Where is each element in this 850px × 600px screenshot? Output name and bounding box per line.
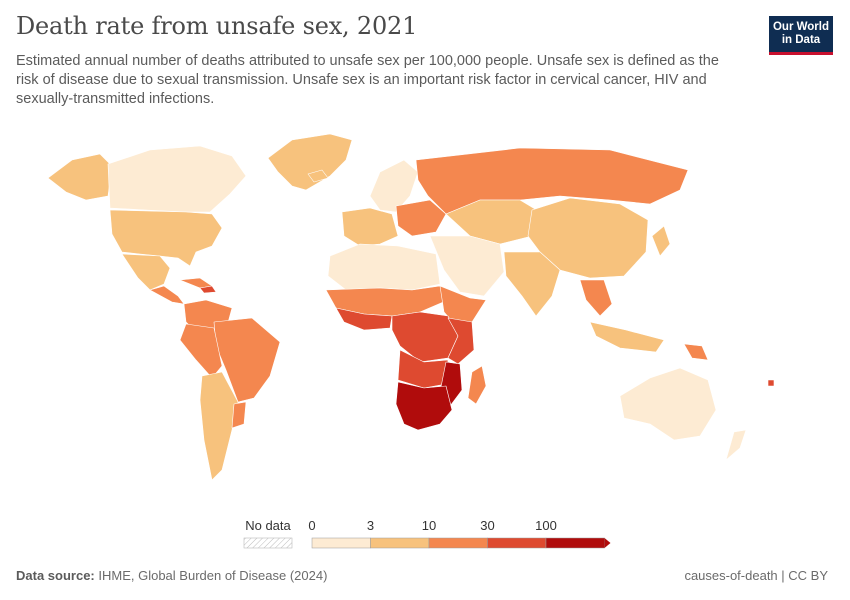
region-new-zealand[interactable]	[725, 429, 747, 461]
region-north-africa[interactable]	[327, 243, 441, 291]
region-iceland[interactable]	[307, 169, 329, 183]
region-south-asia[interactable]	[503, 251, 561, 317]
region-png[interactable]	[683, 343, 709, 361]
source-text: IHME, Global Burden of Disease (2024)	[98, 568, 328, 583]
footer: Data source: IHME, Global Burden of Dise…	[16, 568, 828, 583]
logo-line-2: in Data	[781, 34, 821, 46]
logo-line-1: Our World	[772, 21, 829, 33]
region-alaska[interactable]	[47, 153, 113, 201]
legend-tick-2: 10	[422, 518, 436, 533]
region-canada[interactable]	[107, 145, 247, 213]
license-link[interactable]: causes-of-death | CC BY	[684, 568, 828, 583]
region-pacific-island[interactable]	[767, 379, 775, 387]
region-russia[interactable]	[415, 147, 689, 215]
legend-tick-4: 100	[535, 518, 557, 533]
legend-bin-2[interactable]	[428, 537, 488, 549]
region-australia[interactable]	[619, 367, 717, 441]
region-southeast-asia[interactable]	[579, 279, 613, 317]
color-legend: No data 0 3 10 30 100	[243, 518, 611, 549]
region-western-europe[interactable]	[341, 207, 399, 247]
region-southern-africa[interactable]	[395, 381, 453, 431]
region-argentina-chile[interactable]	[199, 371, 239, 481]
region-japan[interactable]	[651, 225, 671, 257]
region-china[interactable]	[527, 197, 649, 279]
region-indonesia[interactable]	[589, 321, 665, 353]
source-label: Data source:	[16, 568, 95, 583]
region-eastern-europe[interactable]	[395, 199, 447, 237]
region-middle-east[interactable]	[429, 235, 505, 297]
legend-bin-4[interactable]	[545, 537, 605, 549]
region-central-america[interactable]	[149, 285, 185, 305]
legend-arrow	[604, 538, 611, 548]
legend-bin-0[interactable]	[311, 537, 371, 549]
region-usa[interactable]	[109, 209, 223, 267]
region-west-africa-coast[interactable]	[335, 307, 393, 331]
world-map[interactable]	[0, 120, 850, 500]
legend-tick-1: 3	[367, 518, 374, 533]
chart-subtitle: Estimated annual number of deaths attrib…	[16, 53, 719, 107]
legend-bin-1[interactable]	[370, 537, 430, 549]
region-uruguay[interactable]	[231, 401, 247, 429]
region-scandinavia[interactable]	[369, 159, 419, 213]
region-greenland[interactable]	[267, 133, 353, 191]
chart-title: Death rate from unsafe sex, 2021	[16, 12, 418, 40]
legend-bin-3[interactable]	[487, 537, 547, 549]
region-mexico[interactable]	[121, 253, 171, 291]
legend-tick-0: 0	[308, 518, 315, 533]
legend-tick-3: 30	[480, 518, 494, 533]
no-data-swatch	[243, 537, 293, 549]
no-data-label: No data	[245, 518, 291, 533]
owid-logo[interactable]: Our World in Data	[769, 16, 833, 55]
region-haiti[interactable]	[199, 285, 217, 294]
region-madagascar[interactable]	[467, 365, 487, 405]
